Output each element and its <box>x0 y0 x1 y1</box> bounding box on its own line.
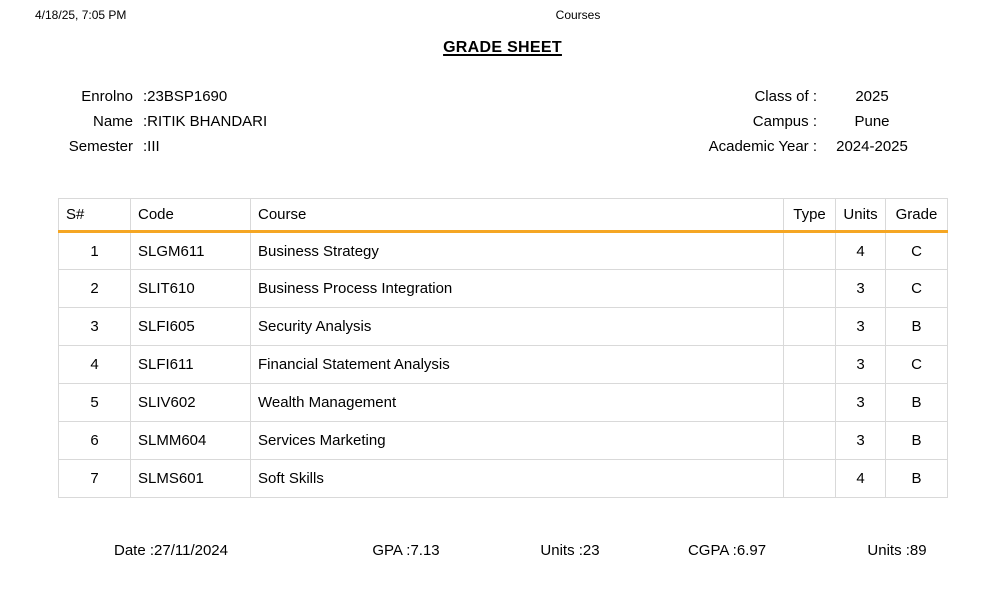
column-header-units: Units <box>835 198 886 233</box>
column-header-grade: Grade <box>885 198 948 233</box>
course-cell: Security Analysis <box>250 307 784 346</box>
units-cell: 3 <box>835 383 886 422</box>
info-value-semester: :III <box>143 138 160 155</box>
type-cell <box>783 421 836 460</box>
grade-cell: B <box>885 459 948 498</box>
sno-cell: 5 <box>58 383 131 422</box>
code-cell: SLGM611 <box>130 231 251 270</box>
units-cell: 4 <box>835 231 886 270</box>
grade-cell: C <box>885 231 948 270</box>
student-info-left: Enrolno :23BSP1690 Name :RITIK BHANDARI … <box>35 84 267 159</box>
type-cell <box>783 383 836 422</box>
units-cell: 3 <box>835 269 886 308</box>
units-cell: 4 <box>835 459 886 498</box>
type-cell <box>783 345 836 384</box>
code-cell: SLFI611 <box>130 345 251 384</box>
table-row: 6 SLMM604 Services Marketing 3 B <box>58 421 948 460</box>
column-header-sno: S# <box>58 198 131 233</box>
grade-cell: B <box>885 307 948 346</box>
summary-gpa: GPA :7.13 <box>372 542 440 559</box>
grade-cell: C <box>885 269 948 308</box>
info-label-class-of: Class of : <box>754 88 817 105</box>
print-datetime: 4/18/25, 7:05 PM <box>35 8 127 22</box>
sno-cell: 1 <box>58 231 131 270</box>
summary-semester-units: Units :23 <box>540 542 600 559</box>
sno-cell: 4 <box>58 345 131 384</box>
info-label-enrolno: Enrolno <box>81 88 133 105</box>
info-value-class-of: 2025 <box>855 88 889 105</box>
code-cell: SLMM604 <box>130 421 251 460</box>
grade-cell: B <box>885 421 948 460</box>
units-cell: 3 <box>835 345 886 384</box>
info-label-academic-year: Academic Year : <box>708 138 817 155</box>
type-cell <box>783 459 836 498</box>
column-header-code: Code <box>130 198 251 233</box>
code-cell: SLIV602 <box>130 383 251 422</box>
grade-cell: B <box>885 383 948 422</box>
units-cell: 3 <box>835 307 886 346</box>
table-header-row: S# Code Course Type Units Grade <box>58 198 948 233</box>
table-row: 4 SLFI611 Financial Statement Analysis 3… <box>58 345 948 384</box>
code-cell: SLMS601 <box>130 459 251 498</box>
code-cell: SLFI605 <box>130 307 251 346</box>
table-row: 5 SLIV602 Wealth Management 3 B <box>58 383 948 422</box>
type-cell <box>783 269 836 308</box>
grade-cell: C <box>885 345 948 384</box>
course-cell: Soft Skills <box>250 459 784 498</box>
column-header-type: Type <box>783 198 836 233</box>
info-value-academic-year: 2024-2025 <box>836 138 908 155</box>
info-value-enrolno: :23BSP1690 <box>143 88 228 105</box>
course-cell: Financial Statement Analysis <box>250 345 784 384</box>
sno-cell: 6 <box>58 421 131 460</box>
table-row: 2 SLIT610 Business Process Integration 3… <box>58 269 948 308</box>
print-doc-title: Courses <box>555 8 601 22</box>
info-value-campus: Pune <box>854 113 890 130</box>
info-value-name: :RITIK BHANDARI <box>143 113 268 130</box>
sno-cell: 7 <box>58 459 131 498</box>
sno-cell: 3 <box>58 307 131 346</box>
summary-cgpa: CGPA :6.97 <box>687 542 767 559</box>
table-row: 7 SLMS601 Soft Skills 4 B <box>58 459 948 498</box>
table-row: 3 SLFI605 Security Analysis 3 B <box>58 307 948 346</box>
table-row: 1 SLGM611 Business Strategy 4 C <box>58 231 948 270</box>
info-label-campus: Campus : <box>752 113 817 130</box>
type-cell <box>783 307 836 346</box>
type-cell <box>783 231 836 270</box>
info-label-name: Name <box>92 113 133 130</box>
page-title: GRADE SHEET <box>443 39 562 56</box>
summary-total-units: Units :89 <box>867 542 927 559</box>
summary-date: Date :27/11/2024 <box>114 542 228 559</box>
course-cell: Wealth Management <box>250 383 784 422</box>
units-cell: 3 <box>835 421 886 460</box>
grades-table: S# Code Course Type Units Grade 1 SLGM61… <box>58 198 948 498</box>
course-cell: Business Process Integration <box>250 269 784 308</box>
code-cell: SLIT610 <box>130 269 251 308</box>
sno-cell: 2 <box>58 269 131 308</box>
course-cell: Services Marketing <box>250 421 784 460</box>
info-label-semester: Semester <box>68 138 133 155</box>
course-cell: Business Strategy <box>250 231 784 270</box>
student-info-right: Class of : 2025 Campus : Pune Academic Y… <box>600 84 927 159</box>
column-header-course: Course <box>250 198 784 233</box>
